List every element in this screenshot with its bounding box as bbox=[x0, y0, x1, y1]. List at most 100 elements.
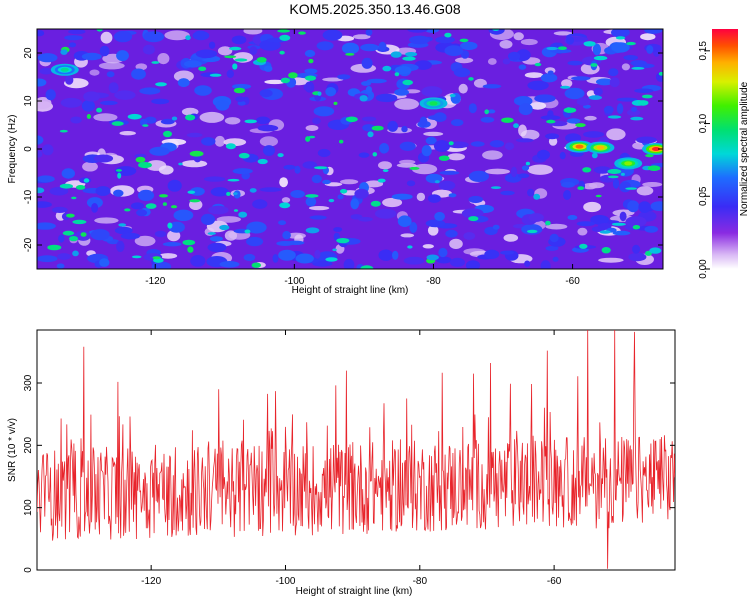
snr-y-axis-label: SNR (10 * v/v) bbox=[7, 418, 18, 482]
heatmap-cell bbox=[607, 115, 622, 119]
snr-y-tick-label: 200 bbox=[23, 437, 34, 454]
heatmap-cell bbox=[116, 240, 125, 252]
heatmap-cell bbox=[361, 57, 373, 69]
heatmap-cell bbox=[246, 236, 264, 247]
heatmap-cell bbox=[215, 100, 230, 111]
heatmap-cell bbox=[402, 79, 414, 86]
heatmap-cell bbox=[96, 29, 103, 32]
heatmap-cell bbox=[37, 222, 56, 230]
heatmap-cell bbox=[117, 172, 122, 179]
snr-x-tick-label: -80 bbox=[413, 576, 428, 587]
heatmap-cell bbox=[501, 117, 514, 123]
heatmap-cell bbox=[636, 186, 654, 196]
heatmap-cell bbox=[616, 97, 638, 102]
heatmap-cell bbox=[460, 41, 478, 51]
heatmap-cell bbox=[252, 199, 268, 209]
heatmap-cell bbox=[567, 215, 578, 220]
heatmap-cell bbox=[167, 222, 173, 229]
heatmap-cell bbox=[484, 249, 500, 259]
heatmap-cell bbox=[340, 179, 359, 185]
heatmap-cell bbox=[409, 35, 430, 45]
heatmap-cell bbox=[559, 151, 566, 160]
heatmap-cell bbox=[525, 161, 531, 166]
heatmap-cell bbox=[151, 98, 170, 105]
heatmap-cell bbox=[277, 29, 290, 33]
heatmap-cell bbox=[545, 245, 559, 251]
heatmap-cell bbox=[533, 193, 541, 200]
heatmap-cell bbox=[455, 57, 474, 64]
heatmap-cell bbox=[382, 169, 389, 173]
heatmap-cell bbox=[259, 187, 282, 192]
heatmap-cell bbox=[60, 97, 83, 108]
heatmap-cell bbox=[365, 29, 373, 36]
heatmap-cell bbox=[599, 230, 611, 234]
heatmap-cell bbox=[333, 101, 338, 106]
heatmap-cell bbox=[244, 119, 257, 124]
heatmap-cell bbox=[632, 225, 641, 230]
snr-panel: -120 -100 -80 -60 0 100 200 300 Height of straig… bbox=[7, 329, 676, 597]
heatmap-cell bbox=[359, 95, 368, 102]
heatmap-cell bbox=[305, 125, 319, 131]
heatmap-cell bbox=[650, 201, 663, 211]
heatmap-cell bbox=[185, 114, 196, 121]
snr-x-tick-label: -60 bbox=[547, 576, 562, 587]
heatmap-cell bbox=[487, 109, 496, 114]
heatmap-cell bbox=[402, 56, 416, 61]
heatmap-cell bbox=[620, 172, 625, 176]
heatmap-cell bbox=[93, 113, 118, 122]
heatmap-cell bbox=[513, 96, 533, 106]
heatmap-cell bbox=[256, 57, 267, 63]
heatmap-cell bbox=[607, 169, 622, 174]
heatmap-cell bbox=[371, 125, 384, 131]
snr-y-tick-label: 300 bbox=[23, 374, 34, 391]
heatmap-cell bbox=[208, 205, 229, 215]
heatmap-cell bbox=[272, 254, 279, 263]
heatmap-cell bbox=[374, 208, 397, 219]
heatmap-cell bbox=[566, 36, 574, 45]
heatmap-cell bbox=[399, 141, 416, 151]
heatmap-cell bbox=[414, 60, 432, 70]
heatmap-cell bbox=[372, 152, 378, 157]
heatmap-cell bbox=[295, 253, 314, 264]
heatmap-cell bbox=[644, 225, 659, 233]
heatmap-cell bbox=[37, 175, 55, 183]
heatmap-cell bbox=[382, 197, 403, 208]
heatmap-cell bbox=[499, 40, 513, 49]
colorbar-tick-label: 0.00 bbox=[698, 259, 709, 279]
heatmap-cell bbox=[339, 139, 344, 144]
heatmap-cell bbox=[588, 95, 602, 100]
heatmap-cell bbox=[114, 90, 136, 100]
heatmap-cell bbox=[162, 202, 167, 206]
heatmap-cell bbox=[243, 253, 256, 262]
heatmap-cell bbox=[194, 85, 212, 96]
heatmap-cell bbox=[120, 232, 140, 240]
heatmap-cell bbox=[394, 66, 412, 75]
snr-y-tick-label: 0 bbox=[23, 567, 34, 573]
heatmap-cell bbox=[550, 48, 572, 54]
heatmap-cell bbox=[545, 223, 568, 230]
heatmap-y-tick-label: 10 bbox=[23, 95, 34, 107]
heatmap-cell bbox=[304, 49, 316, 58]
heatmap-cell bbox=[186, 132, 203, 138]
heatmap-cell bbox=[583, 131, 605, 138]
heatmap-cell bbox=[61, 168, 75, 179]
heatmap-cell bbox=[375, 93, 398, 103]
heatmap-cell bbox=[425, 173, 443, 184]
heatmap-cell bbox=[540, 260, 551, 269]
heatmap-cell bbox=[313, 106, 335, 117]
heatmap-cell bbox=[584, 115, 597, 121]
heatmap-cell bbox=[598, 257, 624, 263]
heatmap-cell bbox=[231, 35, 247, 45]
heatmap-cell bbox=[611, 29, 630, 38]
heatmap-cell bbox=[142, 44, 155, 55]
heatmap-cell bbox=[463, 232, 476, 240]
heatmap-cell bbox=[37, 53, 58, 63]
heatmap-cell bbox=[575, 123, 586, 128]
heatmap-cell bbox=[529, 101, 547, 110]
heatmap-cell bbox=[173, 209, 194, 221]
heatmap-cell bbox=[582, 167, 592, 173]
heatmap-cell bbox=[361, 81, 372, 86]
heatmap-cell bbox=[489, 140, 504, 148]
heatmap-cell bbox=[68, 42, 77, 48]
heatmap-cell bbox=[39, 67, 53, 75]
